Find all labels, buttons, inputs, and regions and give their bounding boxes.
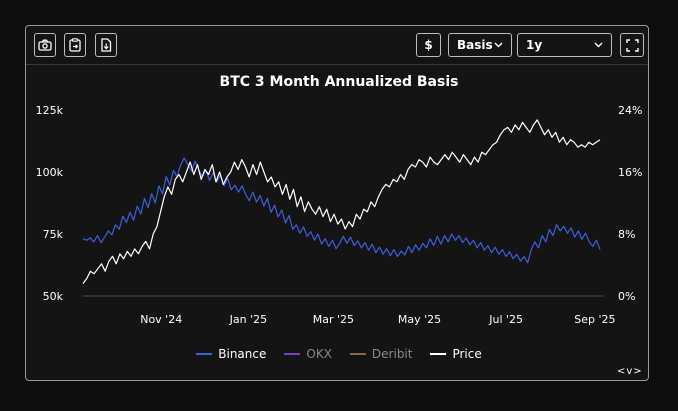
metric-select[interactable]: Basis <box>448 33 512 57</box>
currency-button[interactable]: $ <box>416 33 441 57</box>
y-right-tick-label: 24% <box>618 104 642 117</box>
y-right-tick-label: 16% <box>618 166 642 179</box>
y-left-tick-label: 125k <box>36 104 64 117</box>
legend-item-okx[interactable]: OKX <box>284 347 332 361</box>
x-axis: Nov '24 Jan '25 Mar '25 May '25 Jul '25 Sep '… <box>140 313 615 326</box>
right-axis: 0% 8% 16% 24% <box>618 104 642 303</box>
legend-label: OKX <box>306 347 332 361</box>
x-tick-label: Sep '25 <box>574 313 615 326</box>
chevron-down-icon <box>594 42 603 48</box>
y-right-tick-label: 8% <box>618 228 635 241</box>
x-tick-label: Mar '25 <box>313 313 354 326</box>
chevron-down-icon <box>494 42 503 48</box>
copy-to-clipboard-button[interactable] <box>64 33 86 57</box>
fullscreen-button[interactable] <box>620 33 644 57</box>
currency-label: $ <box>424 38 433 52</box>
series-line-price <box>82 119 601 284</box>
range-select-value: 1y <box>526 38 543 52</box>
legend-swatch <box>349 353 366 355</box>
legend-label: Price <box>452 347 482 361</box>
chart-legend: Binance OKX Deribit Price <box>0 347 678 361</box>
legend-item-price[interactable]: Price <box>430 347 482 361</box>
legend-label: Deribit <box>371 347 413 361</box>
y-left-tick-label: 100k <box>36 166 64 179</box>
screenshot-button[interactable] <box>34 33 56 57</box>
clipboard-icon <box>69 38 81 52</box>
left-axis: 50k 75k 100k 125k <box>36 104 64 303</box>
legend-swatch <box>196 353 213 355</box>
x-tick-label: May '25 <box>398 313 441 326</box>
fullscreen-icon <box>625 38 639 52</box>
chart-title: BTC 3 Month Annualized Basis <box>220 74 459 90</box>
legend-item-binance[interactable]: Binance <box>196 347 266 361</box>
legend-nav[interactable]: <v> <box>617 366 643 377</box>
legend-swatch <box>430 353 447 355</box>
chart-panel: $ Basis 1y <box>25 25 649 381</box>
legend-swatch <box>284 353 301 355</box>
series-layer <box>82 119 601 284</box>
metric-select-value: Basis <box>457 38 493 52</box>
x-tick-label: Nov '24 <box>140 313 182 326</box>
series-line-binance <box>82 157 601 264</box>
download-file-icon <box>101 38 112 52</box>
legend-item-deribit[interactable]: Deribit <box>349 347 413 361</box>
legend-label: Binance <box>218 347 267 361</box>
download-button[interactable] <box>95 33 117 57</box>
range-select[interactable]: 1y <box>517 33 612 57</box>
x-tick-label: Jan '25 <box>229 313 267 326</box>
chart-toolbar: $ Basis 1y <box>26 26 648 65</box>
y-left-tick-label: 50k <box>43 290 64 303</box>
camera-icon <box>38 39 52 51</box>
x-tick-label: Jul '25 <box>488 313 523 326</box>
y-left-tick-label: 75k <box>43 228 64 241</box>
y-right-tick-label: 0% <box>618 290 635 303</box>
